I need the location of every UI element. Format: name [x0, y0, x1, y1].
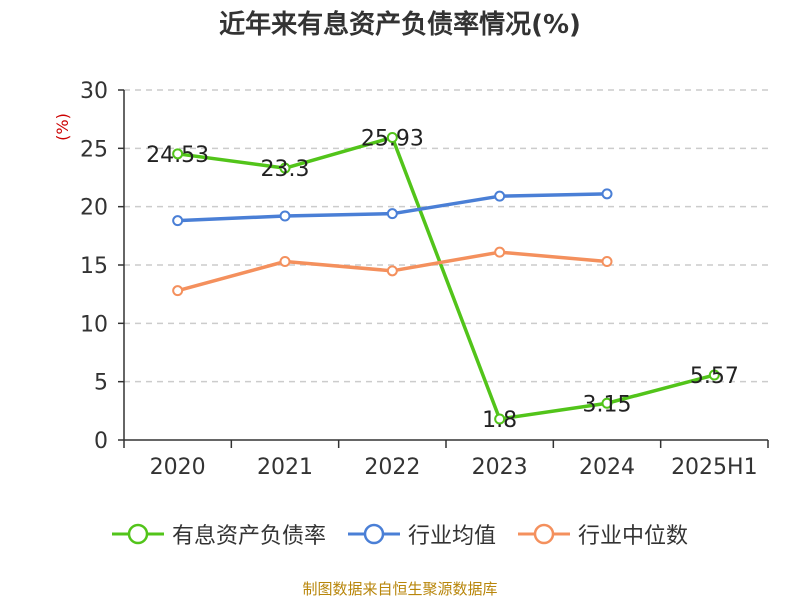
y-tick-label: 10	[80, 312, 108, 337]
data-point	[172, 285, 184, 297]
y-tick-label: 15	[80, 254, 108, 279]
data-point	[172, 148, 184, 160]
data-label: 24.53	[146, 143, 209, 168]
y-axis-unit-label: (%)	[53, 113, 72, 141]
data-point	[601, 256, 613, 267]
legend: 有息资产负债率 行业均值 行业中位数	[0, 518, 800, 550]
y-tick-label: 5	[94, 371, 108, 396]
chart-title: 近年来有息资产负债率情况(%)	[219, 10, 581, 40]
y-tick-label: 20	[80, 196, 108, 221]
legend-label: 行业均值	[407, 524, 496, 549]
data-point	[494, 413, 506, 425]
legend-item[interactable]: 行业均值	[347, 518, 496, 550]
x-tick-label: 2021	[257, 455, 313, 480]
data-point	[386, 208, 398, 220]
data-point	[279, 210, 291, 222]
legend-swatch	[111, 523, 164, 545]
legend-item[interactable]: 行业中位数	[518, 518, 688, 550]
data-point	[494, 246, 506, 258]
legend-marker	[363, 523, 385, 545]
legend-swatch	[347, 523, 400, 545]
x-tick-label: 2022	[364, 455, 420, 480]
data-point	[386, 265, 398, 277]
data-label: 3.15	[583, 392, 632, 417]
legend-item[interactable]: 有息资产负债率	[111, 518, 326, 550]
y-tick-label: 0	[94, 429, 108, 454]
x-tick-label: 2024	[579, 455, 635, 480]
y-tick-label: 25	[80, 137, 108, 162]
data-point	[601, 397, 613, 409]
legend-marker	[533, 523, 555, 545]
y-tick-label: 30	[80, 79, 108, 104]
legend-marker	[127, 523, 149, 545]
legend-label: 有息资产负债率	[171, 524, 326, 549]
data-point	[494, 190, 506, 202]
legend-swatch	[518, 523, 570, 545]
legend-label: 行业中位数	[578, 524, 689, 549]
x-tick-label: 2025H1	[671, 455, 758, 480]
data-point	[601, 188, 613, 200]
data-point	[386, 131, 398, 143]
x-tick-label: 2023	[472, 455, 528, 480]
data-label: 25.93	[361, 126, 424, 151]
data-label: 23.3	[261, 157, 310, 182]
data-label: 1.8	[482, 408, 517, 433]
data-point	[279, 256, 291, 267]
data-label: 5.57	[690, 364, 739, 389]
x-tick-label: 2020	[150, 455, 206, 480]
data-point	[172, 215, 184, 227]
source-note: 制图数据来自恒生聚源数据库	[302, 580, 498, 598]
series-line-1	[177, 135, 715, 421]
data-point	[279, 162, 291, 174]
data-point	[708, 369, 720, 381]
